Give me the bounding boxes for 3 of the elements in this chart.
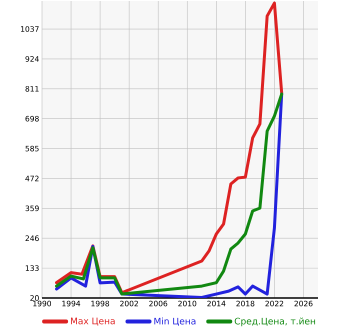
legend-label: Сред.Цена, т.йен — [234, 318, 316, 326]
legend-label: Max Цена — [70, 318, 115, 326]
legend-label: Min Цена — [154, 318, 196, 326]
